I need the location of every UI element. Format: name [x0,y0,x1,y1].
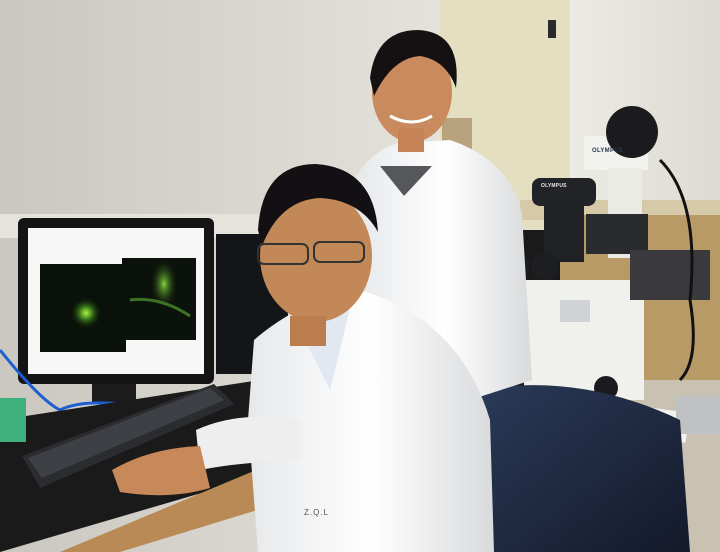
supply-box [0,398,26,442]
office-chair [478,385,690,552]
desk-edge [60,460,290,552]
microscope-brand-label-2: OLYMPUS [541,183,567,189]
cables [0,349,121,412]
monitor [18,218,214,404]
seated-researcher [112,164,494,552]
microscope-brand-label: OLYMPUS [592,148,624,154]
keypad [676,396,720,434]
wall-switch [548,20,556,38]
coat-name-badge: Z.Q.L [304,508,330,517]
keyboard [22,384,234,488]
